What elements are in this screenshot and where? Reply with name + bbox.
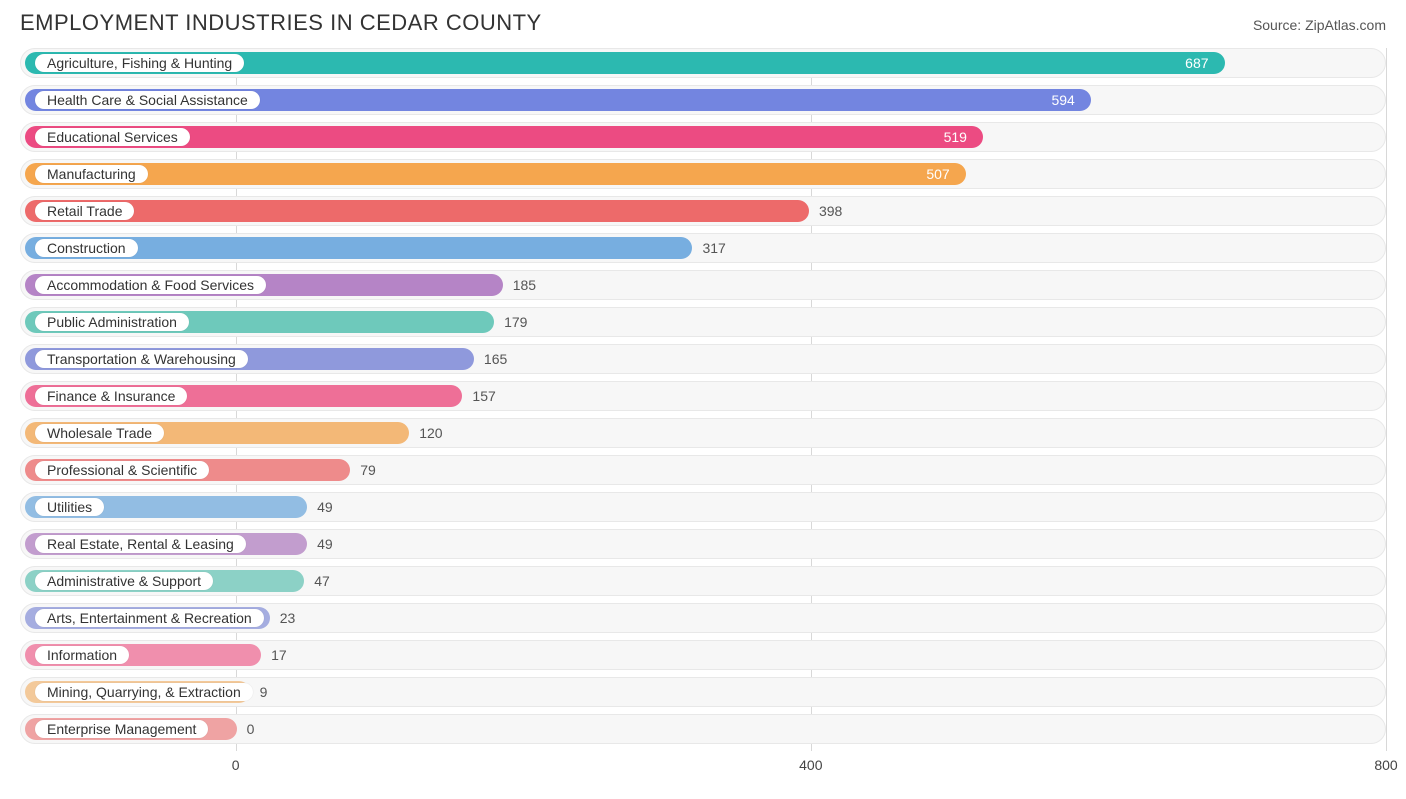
bars-container: Agriculture, Fishing & Hunting 687 Health … (20, 48, 1386, 744)
grid-line (1386, 48, 1387, 751)
bar-label: Transportation & Warehousing (35, 350, 248, 368)
x-tick-label: 800 (1374, 757, 1397, 773)
bar-value: 0 (247, 721, 255, 737)
bar-label: Public Administration (35, 313, 189, 331)
chart-source: Source: ZipAtlas.com (1253, 17, 1386, 33)
x-axis: 0400800 (20, 751, 1386, 779)
bar-value: 507 (926, 166, 949, 182)
chart-area: Agriculture, Fishing & Hunting 687 Health … (20, 48, 1386, 779)
x-tick-label: 0 (232, 757, 240, 773)
bar-label: Retail Trade (35, 202, 134, 220)
bar-label: Mining, Quarrying, & Extraction (35, 683, 253, 701)
bar-value: 23 (280, 610, 296, 626)
bar-row: Real Estate, Rental & Leasing 49 (20, 529, 1386, 559)
bar-row: Manufacturing 507 (20, 159, 1386, 189)
bar-label: Real Estate, Rental & Leasing (35, 535, 246, 553)
bar-label: Enterprise Management (35, 720, 208, 738)
bar-row: Construction 317 (20, 233, 1386, 263)
bar-row: Educational Services 519 (20, 122, 1386, 152)
bar-row: Mining, Quarrying, & Extraction 9 (20, 677, 1386, 707)
bar-value: 519 (944, 129, 967, 145)
bar-value: 165 (484, 351, 507, 367)
bar (25, 163, 966, 185)
bar-value: 79 (360, 462, 376, 478)
bar-value: 157 (472, 388, 495, 404)
bar-label: Educational Services (35, 128, 190, 146)
bar-row: Accommodation & Food Services 185 (20, 270, 1386, 300)
bar-row: Retail Trade 398 (20, 196, 1386, 226)
bar-label: Wholesale Trade (35, 424, 164, 442)
bar-row: Enterprise Management 0 (20, 714, 1386, 744)
bar-row: Professional & Scientific 79 (20, 455, 1386, 485)
bar-value: 17 (271, 647, 287, 663)
chart-title: EMPLOYMENT INDUSTRIES IN CEDAR COUNTY (20, 10, 542, 36)
bar-label: Administrative & Support (35, 572, 213, 590)
bar-row: Wholesale Trade 120 (20, 418, 1386, 448)
bar-label: Health Care & Social Assistance (35, 91, 260, 109)
bar-value: 9 (260, 684, 268, 700)
bar-row: Administrative & Support 47 (20, 566, 1386, 596)
bar-value: 594 (1051, 92, 1074, 108)
bar-label: Utilities (35, 498, 104, 516)
bar-value: 185 (513, 277, 536, 293)
bar-label: Information (35, 646, 129, 664)
bar-value: 179 (504, 314, 527, 330)
bar-row: Utilities 49 (20, 492, 1386, 522)
bar-row: Health Care & Social Assistance 594 (20, 85, 1386, 115)
bar-label: Agriculture, Fishing & Hunting (35, 54, 244, 72)
bar-value: 49 (317, 536, 333, 552)
bar-row: Agriculture, Fishing & Hunting 687 (20, 48, 1386, 78)
bar-label: Accommodation & Food Services (35, 276, 266, 294)
bar-value: 49 (317, 499, 333, 515)
bar-value: 317 (702, 240, 725, 256)
bar-row: Finance & Insurance 157 (20, 381, 1386, 411)
bar-value: 398 (819, 203, 842, 219)
bar-label: Manufacturing (35, 165, 148, 183)
bar-label: Construction (35, 239, 138, 257)
bar-label: Finance & Insurance (35, 387, 187, 405)
bar-value: 687 (1185, 55, 1208, 71)
bar-label: Arts, Entertainment & Recreation (35, 609, 264, 627)
bar-value: 47 (314, 573, 330, 589)
bar-row: Transportation & Warehousing 165 (20, 344, 1386, 374)
bar-label: Professional & Scientific (35, 461, 209, 479)
bar-row: Information 17 (20, 640, 1386, 670)
bar-row: Arts, Entertainment & Recreation 23 (20, 603, 1386, 633)
x-tick-label: 400 (799, 757, 822, 773)
bar-value: 120 (419, 425, 442, 441)
bar (25, 200, 809, 222)
bar-row: Public Administration 179 (20, 307, 1386, 337)
